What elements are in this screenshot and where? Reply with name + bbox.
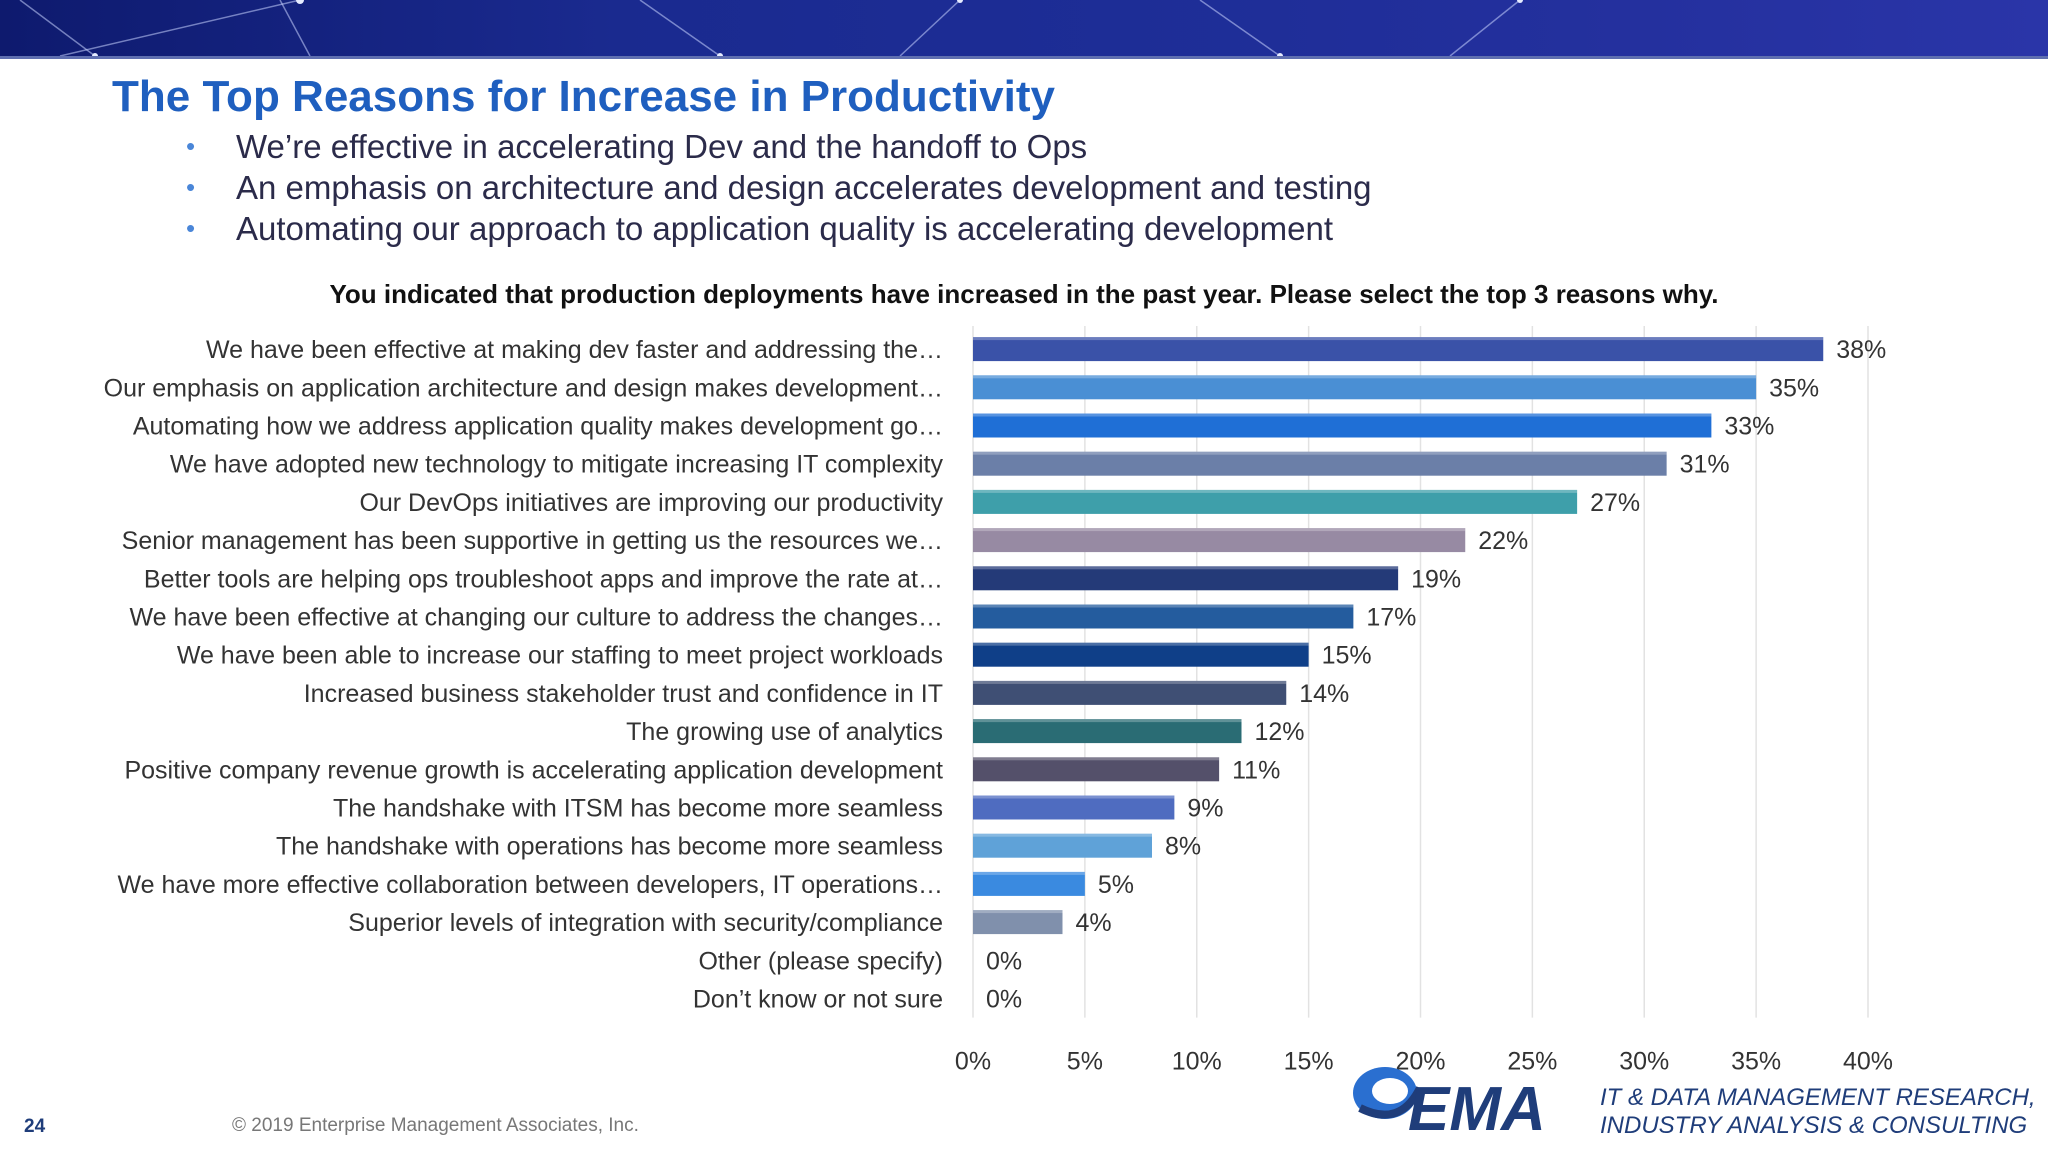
category-label: We have been effective at making dev fas… (206, 336, 943, 364)
bar-highlight (973, 642, 1309, 646)
category-label: Other (please specify) (698, 947, 943, 975)
header-banner (0, 0, 2048, 56)
bar-highlight (973, 757, 1220, 761)
category-label: We have more effective collaboration bet… (118, 871, 943, 899)
category-label: Our emphasis on application architecture… (104, 374, 943, 402)
value-label: 17% (1366, 604, 1416, 632)
x-tick-label: 35% (1731, 1048, 1781, 1076)
bar-highlight (973, 795, 1175, 799)
value-label: 12% (1255, 718, 1305, 746)
bar (973, 833, 1152, 858)
value-label: 0% (986, 986, 1022, 1014)
value-label: 27% (1590, 489, 1640, 517)
value-label: 8% (1165, 833, 1201, 861)
value-label: 11% (1232, 756, 1280, 784)
category-label: We have been able to increase our staffi… (177, 642, 943, 670)
bar (973, 719, 1242, 744)
x-tick-label: 25% (1507, 1048, 1557, 1076)
x-tick-label: 40% (1843, 1048, 1893, 1076)
bar-highlight (973, 719, 1242, 723)
value-label: 5% (1098, 871, 1134, 899)
value-label: 14% (1299, 680, 1349, 708)
bar-chart: 0% 5% 10% 15% 20% 25% 30% 35% 40% We have been ef… (104, 326, 1893, 1100)
value-label: 9% (1187, 795, 1223, 823)
value-label: 33% (1724, 413, 1774, 441)
x-tick-label: 5% (1067, 1048, 1103, 1076)
bar (973, 795, 1175, 820)
bar (973, 566, 1399, 591)
bar-highlight (973, 451, 1667, 455)
bar (973, 757, 1220, 782)
bar-highlight (973, 910, 1063, 914)
bar (973, 413, 1712, 438)
bar (973, 910, 1063, 935)
logo-text: EMA (1408, 1075, 1546, 1138)
bar (973, 375, 1757, 400)
slide-title: The Top Reasons for Increase in Producti… (112, 72, 1055, 121)
x-tick-label: 0% (955, 1048, 991, 1076)
value-label: 0% (986, 947, 1022, 975)
category-label: We have adopted new technology to mitiga… (170, 451, 944, 479)
category-label: The handshake with operations has become… (276, 833, 943, 861)
bar-highlight (973, 489, 1578, 493)
x-tick-label: 10% (1172, 1048, 1222, 1076)
bar-highlight (973, 604, 1354, 608)
bar (973, 642, 1309, 667)
tagline: IT & DATA MANAGEMENT RESEARCH, INDUSTRY … (1600, 1084, 2036, 1140)
value-label: 4% (1076, 909, 1112, 937)
category-label: Positive company revenue growth is accel… (124, 756, 943, 784)
value-label: 15% (1322, 642, 1372, 670)
bar-highlight (973, 528, 1466, 532)
category-label: Senior management has been supportive in… (122, 527, 943, 555)
bullet-dot-icon: • (186, 172, 196, 202)
copyright-text: © 2019 Enterprise Management Associates,… (232, 1115, 639, 1136)
bar-highlight (973, 871, 1085, 875)
bullet-dot-icon: • (186, 131, 196, 161)
category-label: Increased business stakeholder trust and… (304, 680, 943, 708)
category-label: The handshake with ITSM has become more … (333, 795, 943, 823)
bar-highlight (973, 680, 1287, 684)
bar-highlight (973, 566, 1399, 570)
bar-highlight (973, 337, 1824, 341)
value-label: 19% (1411, 565, 1461, 593)
header-divider (0, 56, 2048, 59)
category-label: Automating how we address application qu… (133, 413, 943, 441)
tagline-line: INDUSTRY ANALYSIS & CONSULTING (1600, 1112, 2028, 1139)
x-tick-label: 20% (1395, 1048, 1445, 1076)
value-label: 31% (1680, 451, 1730, 479)
x-tick-label: 30% (1619, 1048, 1669, 1076)
tagline-line: IT & DATA MANAGEMENT RESEARCH, (1600, 1084, 2036, 1111)
x-tick-label: 15% (1284, 1048, 1334, 1076)
page-number: 24 (24, 1116, 46, 1137)
category-label: Superior levels of integration with secu… (348, 909, 943, 937)
bullet-dot-icon: • (186, 213, 196, 243)
category-label: Don’t know or not sure (693, 986, 943, 1014)
value-label: 35% (1769, 374, 1819, 402)
network-decoration-icon (19, 0, 1523, 56)
bar-highlight (973, 833, 1152, 837)
chart-title: You indicated that production deployment… (329, 279, 1719, 309)
bar (973, 451, 1667, 476)
bar (973, 680, 1287, 705)
value-label: 38% (1836, 336, 1886, 364)
bar (973, 604, 1354, 629)
category-label: Better tools are helping ops troubleshoo… (144, 565, 943, 593)
bar (973, 528, 1466, 553)
category-label: The growing use of analytics (626, 718, 943, 746)
value-label: 22% (1478, 527, 1528, 555)
ema-logo: EMA (1353, 1067, 1546, 1138)
bar (973, 337, 1824, 362)
category-label: Our DevOps initiatives are improving our… (359, 489, 943, 517)
bar (973, 871, 1085, 896)
bar (973, 489, 1578, 514)
bar-highlight (973, 413, 1712, 417)
bar-highlight (973, 375, 1757, 379)
category-label: We have been effective at changing our c… (130, 604, 944, 632)
